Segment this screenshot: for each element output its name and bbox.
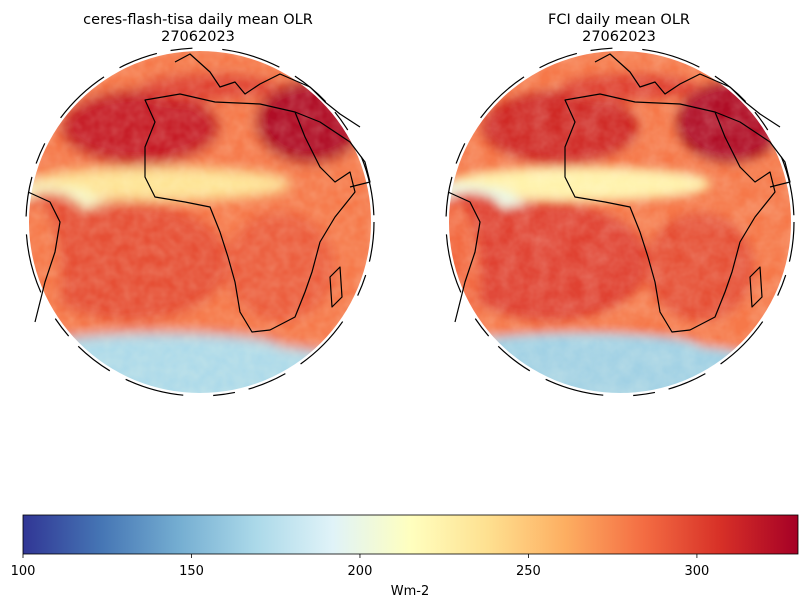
- colorbar-tick-label: 100: [11, 564, 36, 579]
- madagascar-coast: [329, 266, 343, 308]
- madagascar-coast: [749, 266, 763, 308]
- arabia-coast: [714, 111, 791, 188]
- colorbar-tick-label: 250: [516, 564, 541, 579]
- map-title: FCI daily mean OLR: [548, 12, 690, 28]
- map-title: ceres-flash-tisa daily mean OLR: [83, 12, 313, 28]
- colorbar-tick-label: 300: [684, 564, 709, 579]
- coastlines: [25, 47, 375, 397]
- colorbar-label: Wm-2: [391, 584, 429, 599]
- fci-map-panel: FCI daily mean OLR 27062023: [445, 12, 795, 397]
- disk-limb: [25, 47, 375, 397]
- disk-limb: [445, 47, 795, 397]
- colorbar-tick-label: 150: [179, 564, 204, 579]
- coastlines: [445, 47, 795, 397]
- colorbar-ticks: 100 150 200 250 300: [11, 554, 709, 579]
- europe-coast: [174, 53, 361, 128]
- colorbar: 100 150 200 250 300 Wm-2: [11, 514, 799, 599]
- africa-coast: [144, 93, 356, 333]
- ceres-map-panel: ceres-flash-tisa daily mean OLR 27062023: [25, 12, 375, 397]
- arabia-coast: [294, 111, 371, 188]
- map-subtitle: 27062023: [582, 29, 656, 45]
- colorbar-tick-label: 200: [348, 564, 373, 579]
- south-america-coast: [27, 191, 61, 323]
- europe-coast: [594, 53, 781, 128]
- colorbar-gradient: [22, 514, 799, 555]
- map-subtitle: 27062023: [161, 29, 235, 45]
- olr-field: [29, 51, 371, 393]
- africa-coast: [564, 93, 776, 333]
- south-america-coast: [447, 191, 481, 323]
